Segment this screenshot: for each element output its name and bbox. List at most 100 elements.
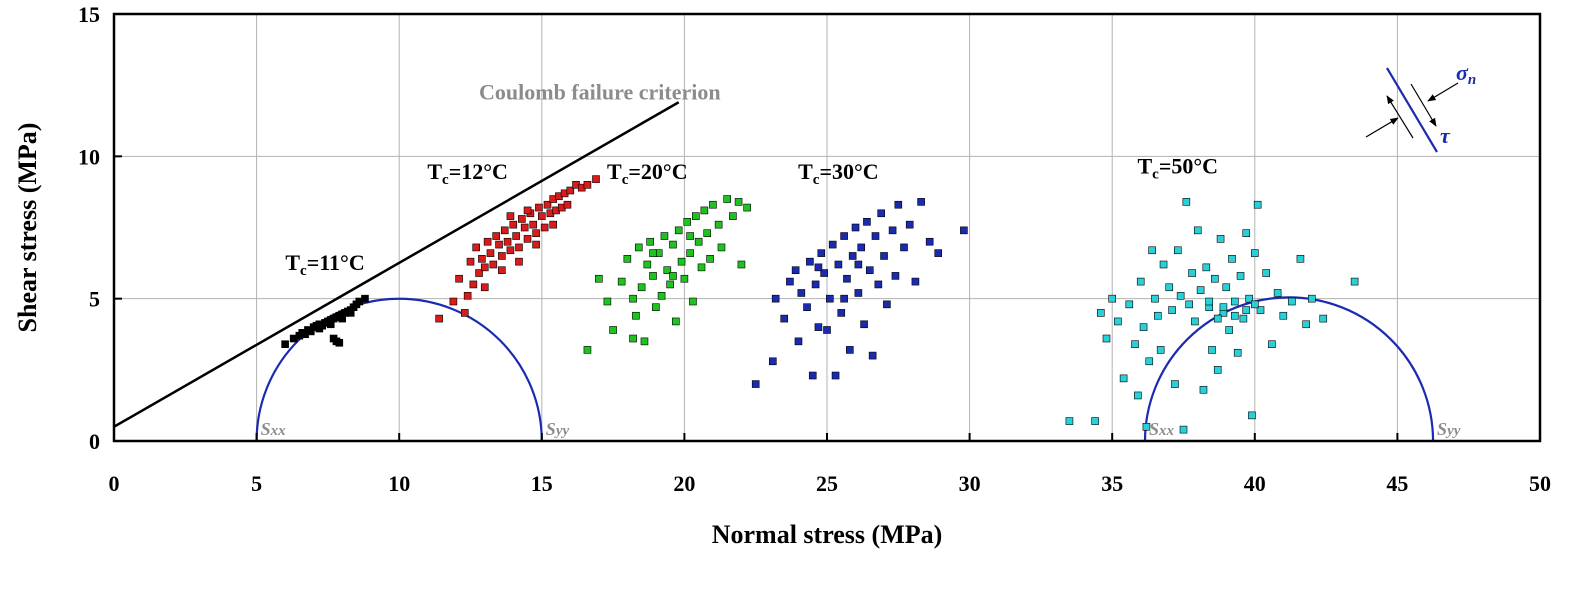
scatter-point bbox=[900, 243, 908, 252]
scatter-point bbox=[1134, 391, 1142, 400]
scatter-point bbox=[463, 292, 472, 300]
grid bbox=[114, 14, 1540, 441]
stress-inset: σn τ bbox=[1365, 60, 1476, 153]
scatter-point bbox=[717, 243, 726, 252]
scatter-point bbox=[486, 249, 495, 257]
scatter-point bbox=[1251, 300, 1259, 309]
scatter-point bbox=[669, 272, 677, 280]
scatter-point bbox=[478, 255, 486, 263]
scatter-point bbox=[1173, 246, 1182, 255]
scatter-point bbox=[734, 198, 743, 206]
scatter-point bbox=[1251, 249, 1259, 257]
scatter-point bbox=[646, 237, 654, 246]
scatter-point bbox=[1102, 334, 1111, 343]
scatter-point bbox=[500, 226, 509, 235]
scatter-point bbox=[1182, 198, 1191, 206]
scatter-point bbox=[925, 237, 934, 246]
scatter-point bbox=[515, 257, 523, 266]
scatter-point bbox=[694, 237, 703, 246]
scatter-point bbox=[281, 340, 289, 349]
scatter-point bbox=[674, 226, 683, 235]
scatter-point bbox=[863, 218, 871, 226]
scatter-point bbox=[692, 212, 700, 220]
scatter-point bbox=[840, 232, 848, 240]
inset-arrow-normal-right bbox=[1427, 82, 1459, 102]
scatter-point bbox=[1159, 260, 1168, 269]
scatter-point bbox=[1216, 235, 1225, 243]
scatter-point bbox=[652, 303, 660, 312]
circle-label-main: S bbox=[1149, 419, 1159, 439]
x-tick-label: 45 bbox=[1386, 471, 1408, 496]
y-tick-label: 0 bbox=[89, 429, 100, 454]
scatter-point bbox=[1296, 255, 1305, 263]
scatter-point bbox=[563, 200, 572, 209]
mohr-circle bbox=[255, 297, 543, 442]
scatter-point bbox=[543, 200, 552, 209]
scatter-point bbox=[583, 181, 592, 189]
scatter-point bbox=[820, 269, 828, 277]
sigma-n-label: σn bbox=[1456, 60, 1476, 88]
scatter-point bbox=[686, 249, 694, 257]
scatter-point bbox=[672, 317, 680, 326]
scatter-point bbox=[1199, 385, 1208, 394]
scatter-point bbox=[729, 212, 737, 220]
scatter-point bbox=[877, 209, 885, 218]
scatter-point bbox=[523, 206, 532, 215]
inset-arrow-normal-left bbox=[1365, 117, 1399, 138]
scatter-point bbox=[780, 314, 789, 323]
series-label-sub: c bbox=[1152, 166, 1159, 182]
scatter-point bbox=[480, 263, 489, 272]
series-label-main: T bbox=[798, 159, 813, 184]
scatter-point bbox=[435, 314, 443, 323]
series-label-main: T bbox=[427, 159, 442, 184]
scatter-point bbox=[1125, 300, 1134, 309]
scatter-point bbox=[640, 337, 649, 346]
axis-ticks: 0 5 10 15 20 25 30 35 40 45 50 0 5 10 15 bbox=[78, 2, 1551, 496]
scatter-point bbox=[520, 223, 529, 232]
x-tick-label: 15 bbox=[531, 471, 553, 496]
scatter-point bbox=[512, 232, 520, 240]
scatter-point bbox=[917, 198, 925, 206]
circle-label-sub: xx bbox=[1158, 423, 1175, 439]
x-tick-label: 40 bbox=[1244, 471, 1266, 496]
mohr-circles bbox=[255, 296, 1435, 442]
scatter-point bbox=[874, 280, 883, 289]
scatter-point bbox=[1205, 297, 1213, 306]
scatter-point bbox=[894, 200, 903, 209]
series-label: Tc=50°C bbox=[1137, 153, 1218, 182]
scatter-point bbox=[492, 232, 500, 240]
scatter-point bbox=[480, 283, 489, 292]
scatter-point bbox=[1168, 306, 1176, 314]
scatter-point bbox=[475, 269, 483, 277]
scatter-point bbox=[632, 311, 640, 320]
series-label: Tc=11°C bbox=[285, 250, 364, 279]
scatter-point bbox=[549, 220, 558, 229]
scatter-point bbox=[808, 371, 817, 380]
x-tick-label: 35 bbox=[1101, 471, 1123, 496]
scatter-point bbox=[1196, 286, 1205, 294]
scatter-point bbox=[617, 277, 626, 286]
scatter-point bbox=[1065, 417, 1074, 425]
scatter-point bbox=[657, 292, 666, 300]
scatter-point bbox=[301, 330, 309, 339]
scatter-point bbox=[346, 309, 355, 317]
scatter-point bbox=[629, 334, 637, 343]
scatter-point bbox=[1165, 283, 1174, 292]
scatter-point bbox=[871, 232, 880, 240]
scatter-point bbox=[1228, 255, 1236, 263]
scatter-point bbox=[817, 249, 826, 257]
scatter-point bbox=[498, 266, 506, 275]
scatter-point bbox=[1288, 297, 1296, 306]
scatter-point bbox=[1242, 229, 1251, 237]
scatter-point bbox=[846, 346, 854, 354]
scatter-point bbox=[806, 257, 814, 266]
scatter-point bbox=[523, 235, 532, 243]
scatter-point bbox=[1231, 297, 1239, 306]
scatter-point bbox=[1185, 300, 1194, 309]
scatter-point bbox=[1091, 417, 1099, 425]
scatter-point bbox=[868, 351, 877, 360]
scatter-point bbox=[1179, 425, 1188, 434]
x-tick-label: 30 bbox=[959, 471, 981, 496]
scatter-point bbox=[1151, 294, 1159, 303]
mohr-circle bbox=[1143, 296, 1435, 442]
